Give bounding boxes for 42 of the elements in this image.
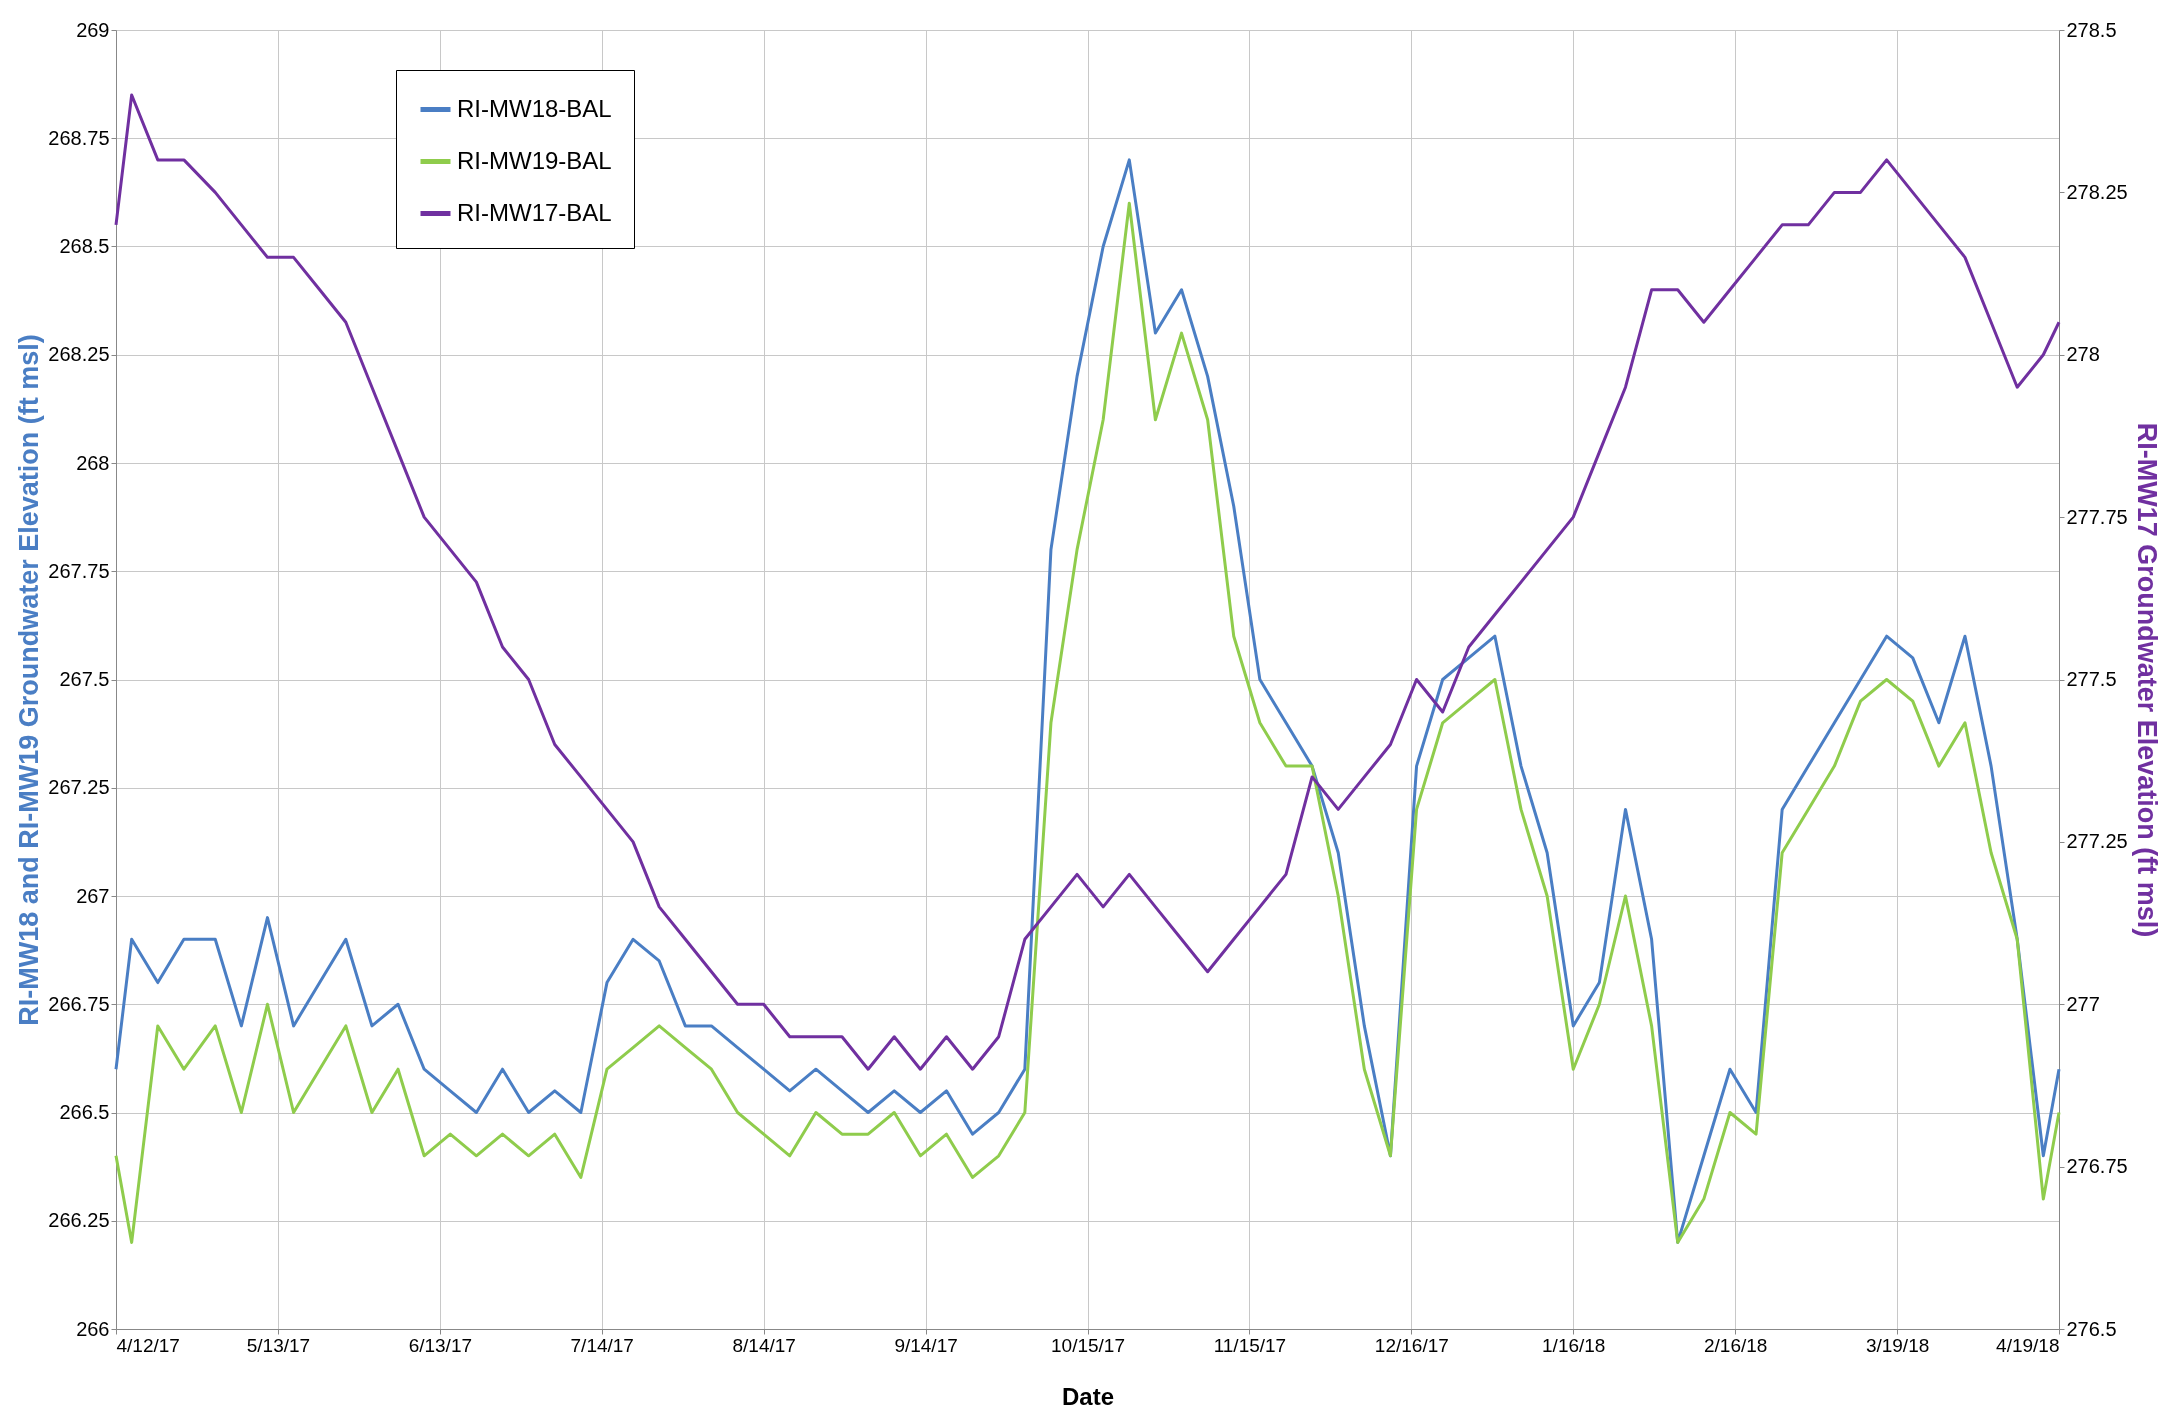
y2-tick-label: 278.25 bbox=[2066, 180, 2128, 203]
x-tick-label: 3/19/18 bbox=[1865, 1334, 1930, 1356]
y-tick-label: 266 bbox=[76, 1317, 110, 1340]
y-tick-label: 267 bbox=[76, 884, 110, 907]
x-tick-label: 1/16/18 bbox=[1542, 1334, 1606, 1356]
y2-axis-title: RI-MW17 Groundwater Elevation (ft msl) bbox=[2131, 422, 2162, 938]
y-tick-label: 268.5 bbox=[59, 235, 110, 257]
line-series bbox=[114, 93, 2061, 1071]
x-tick-label: 5/13/17 bbox=[246, 1334, 311, 1356]
y-tick-label: 266.25 bbox=[48, 1209, 110, 1232]
y2-tick-label: 277.75 bbox=[2066, 505, 2128, 528]
legend-label: RI-MW17-BAL bbox=[457, 198, 612, 226]
y2-tick-label: 277.25 bbox=[2066, 830, 2128, 853]
y2-tick-label: 276.5 bbox=[2066, 1317, 2117, 1340]
y-tick-label: 267.75 bbox=[48, 559, 110, 582]
x-tick-label: 8/14/17 bbox=[732, 1334, 796, 1356]
x-tick-label: 7/14/17 bbox=[570, 1334, 634, 1356]
x-tick-label: 6/13/17 bbox=[408, 1334, 473, 1356]
x-tick-label: 11/15/17 bbox=[1213, 1334, 1287, 1356]
y-tick-label: 267.25 bbox=[48, 776, 110, 799]
y-tick-label: 269 bbox=[76, 18, 110, 41]
y-tick-label: 268.25 bbox=[48, 343, 110, 366]
x-tick-label: 10/15/17 bbox=[1051, 1334, 1125, 1356]
x-tick-label: 2/16/18 bbox=[1703, 1334, 1768, 1356]
legend-label: RI-MW18-BAL bbox=[457, 94, 612, 122]
y-tick-label: 266.75 bbox=[48, 992, 110, 1015]
x-axis-title: Date bbox=[1061, 1382, 1115, 1410]
y-axis-title: RI-MW18 and RI-MW19 Groundwater Elevation (ft msl) bbox=[14, 334, 45, 1026]
legend-label: RI-MW19-BAL bbox=[457, 146, 612, 174]
y2-tick-label: 278 bbox=[2066, 343, 2100, 366]
x-tick-label: 4/12/17 bbox=[116, 1334, 180, 1356]
y2-tick-label: 278.5 bbox=[2066, 18, 2117, 41]
x-tick-label: 9/14/17 bbox=[894, 1334, 958, 1356]
y2-tick-label: 276.75 bbox=[2066, 1155, 2128, 1178]
y2-tick-label: 277 bbox=[2066, 992, 2100, 1015]
y-tick-label: 266.5 bbox=[59, 1101, 110, 1123]
x-tick-label: 12/16/17 bbox=[1374, 1334, 1449, 1356]
x-tick-label: 4/19/18 bbox=[1996, 1334, 2060, 1356]
y-tick-label: 267.5 bbox=[59, 668, 110, 690]
y-tick-label: 268.75 bbox=[48, 126, 110, 149]
y2-tick-label: 277.5 bbox=[2066, 668, 2117, 690]
y-tick-label: 268 bbox=[76, 451, 110, 474]
